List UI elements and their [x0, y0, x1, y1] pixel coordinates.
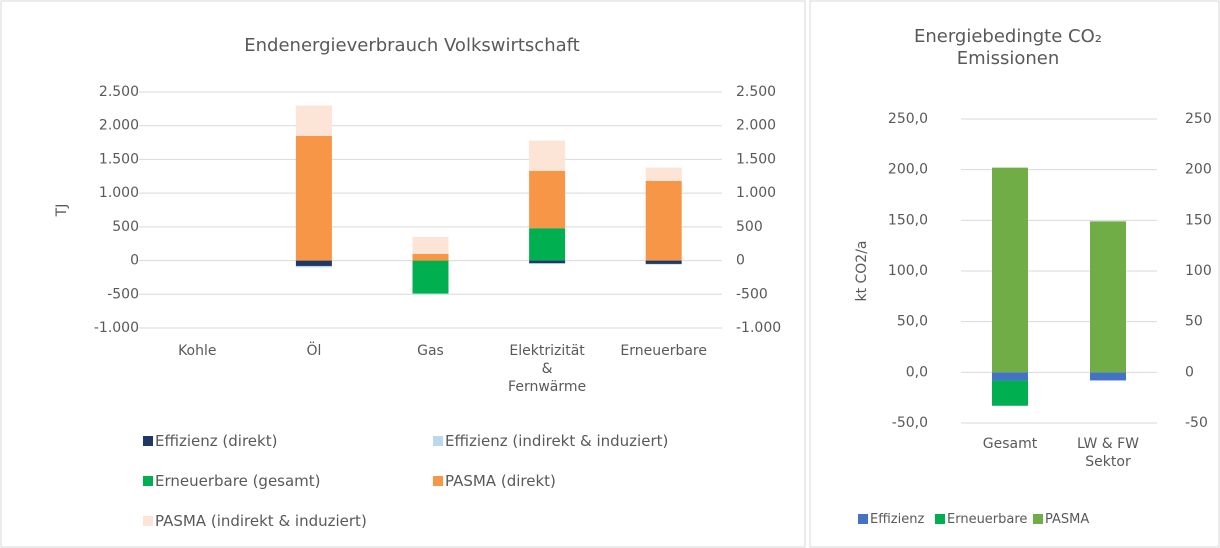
bar-segment — [295, 260, 332, 266]
panel-frame — [809, 0, 1220, 548]
bar-segment — [529, 140, 566, 171]
bar-segment — [529, 263, 566, 264]
y-tick-label: -500 — [107, 286, 139, 302]
bar-segment — [295, 105, 332, 136]
bar-segment — [529, 228, 566, 261]
legend-swatch — [858, 514, 868, 524]
y-tick-label: 1.500 — [99, 151, 139, 167]
y-axis-label: kt CO2/a — [854, 240, 870, 301]
y-axis-label: TJ — [54, 204, 70, 218]
y2-tick-label: 0 — [1185, 364, 1194, 380]
bar-segment — [992, 372, 1028, 381]
x-tick-label: Kohle — [178, 343, 216, 359]
bar-segment — [645, 181, 682, 261]
y-tick-label: 200,0 — [888, 162, 928, 178]
bar-segment — [645, 263, 682, 265]
legend-label: PASMA — [1045, 512, 1089, 527]
x-tick-label: Elektrizität & Fernwärme — [508, 343, 586, 395]
y-tick-label: 100,0 — [888, 263, 928, 279]
y-tick-label: 2.000 — [99, 118, 139, 134]
bar-segment — [1090, 372, 1126, 381]
bar-segment — [412, 236, 449, 254]
y2-tick-label: 500 — [736, 219, 763, 235]
y2-tick-label: -50 — [1185, 415, 1208, 431]
y2-tick-label: 200 — [1185, 162, 1212, 178]
legend-label: Effizienz (indirekt & induziert) — [445, 432, 668, 450]
x-tick-label: Erneuerbare — [620, 343, 707, 359]
legend-swatch — [1033, 514, 1043, 524]
y-tick-label: -1.000 — [94, 320, 139, 336]
bar-segment — [412, 260, 449, 294]
panel-frame — [0, 0, 806, 548]
y-tick-label: 0,0 — [906, 364, 928, 380]
bar-segment — [992, 167, 1028, 373]
y2-tick-label: -1.000 — [736, 320, 781, 336]
legend-swatch — [143, 516, 153, 526]
bar-segment — [1090, 221, 1126, 373]
y2-tick-label: 150 — [1185, 212, 1212, 228]
x-tick-label: Gas — [417, 343, 444, 359]
x-tick-label: Öl — [306, 341, 321, 359]
y2-tick-label: 1.000 — [736, 185, 776, 201]
legend-label: Erneuerbare (gesamt) — [155, 472, 321, 490]
legend-label: PASMA (direkt) — [445, 472, 556, 490]
bar-segment — [412, 253, 449, 261]
x-tick-label: LW & FW Sektor — [1077, 436, 1139, 470]
y-tick-label: -50,0 — [892, 415, 928, 431]
legend-swatch — [935, 514, 945, 524]
legend-label: Effizienz — [870, 512, 924, 527]
bar-segment — [529, 170, 566, 229]
y2-tick-label: 100 — [1185, 263, 1212, 279]
y2-tick-label: 50 — [1185, 314, 1203, 330]
bar-segment — [529, 260, 566, 264]
legend-label: PASMA (indirekt & induziert) — [155, 512, 367, 530]
bar-segment — [645, 260, 682, 264]
y-tick-label: 50,0 — [897, 314, 928, 330]
legend-label: Erneuerbare — [947, 512, 1027, 527]
bar-segment — [645, 167, 682, 182]
y-tick-label: 150,0 — [888, 212, 928, 228]
y-tick-label: 1.000 — [99, 185, 139, 201]
chart-title: Energiebedingte CO₂ Emissionen — [914, 26, 1102, 69]
legend-label: Effizienz (direkt) — [155, 432, 277, 450]
y2-tick-label: 1.500 — [736, 151, 776, 167]
y-tick-label: 500 — [112, 219, 139, 235]
x-tick-label: Gesamt — [983, 436, 1038, 452]
y2-tick-label: 0 — [736, 253, 745, 269]
y-tick-label: 250,0 — [888, 111, 928, 127]
chart-title: Endenergieverbrauch Volkswirtschaft — [244, 35, 579, 56]
bar-segment — [295, 135, 332, 261]
y2-tick-label: 2.000 — [736, 118, 776, 134]
legend-swatch — [143, 436, 153, 446]
y2-tick-label: 250 — [1185, 111, 1212, 127]
legend-swatch — [433, 436, 443, 446]
bar-segment — [295, 265, 332, 268]
legend-swatch — [143, 476, 153, 486]
legend-swatch — [433, 476, 443, 486]
bar-segment — [992, 380, 1028, 406]
y2-tick-label: -500 — [736, 286, 768, 302]
y-tick-label: 0 — [130, 253, 139, 269]
y-tick-label: 2.500 — [99, 84, 139, 100]
y2-tick-label: 2.500 — [736, 84, 776, 100]
